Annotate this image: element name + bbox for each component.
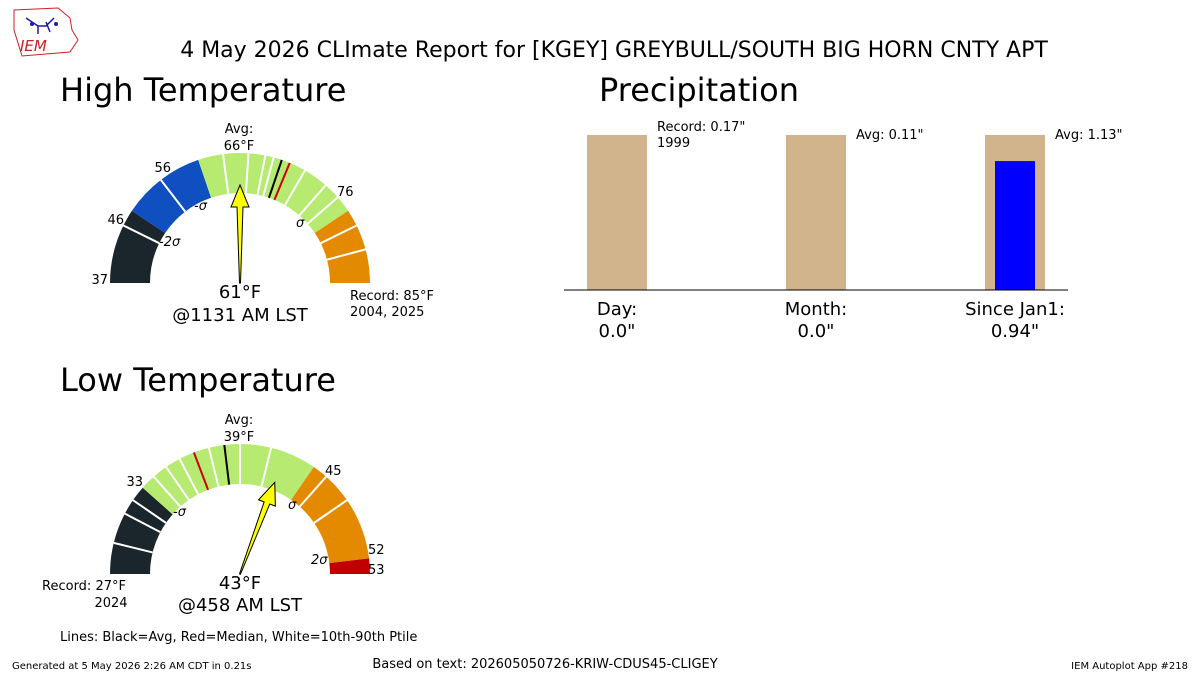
generated-timestamp: Generated at 5 May 2026 2:26 AM CDT in 0… [12, 661, 252, 672]
precip-average-bar [786, 135, 846, 290]
low-percentile-line [124, 512, 161, 534]
high-sigma-label: σ [296, 216, 305, 231]
lines-legend-note: Lines: Black=Avg, Red=Median, White=10th… [60, 630, 417, 645]
precip-category-label: Since Jan1: [965, 299, 1065, 320]
precip-category-value: 0.94" [991, 321, 1039, 342]
high-tick-label: 37 [91, 273, 108, 288]
precip-category-value: 0.0" [599, 321, 636, 342]
precip-annotation: 1999 [657, 136, 690, 151]
low-observed-value: 43°F [219, 573, 261, 594]
precip-category-label: Month: [785, 299, 847, 320]
low-percentile-line [260, 447, 273, 487]
low-gauge-band [329, 558, 370, 574]
source-text-id: Based on text: 202605050726-KRIW-CDUS45-… [372, 657, 717, 672]
low-percentile-line [153, 476, 182, 508]
high-record-label: Record: 85°F [350, 289, 434, 304]
high-sigma-label: -σ [194, 199, 208, 214]
high-percentile-line [160, 179, 187, 213]
low-sigma-label: -σ [173, 505, 187, 520]
low-needle-arrow [238, 481, 276, 575]
low-median-line [192, 452, 210, 491]
low-average-line [223, 444, 231, 485]
high-gauge-band [131, 159, 212, 233]
high-percentile-line [284, 169, 306, 206]
high-percentile-line [244, 153, 250, 194]
report-title: 4 May 2026 CLImate Report for [KGEY] GRE… [180, 38, 1048, 63]
low-percentile-line [178, 458, 200, 495]
low-sigma-label: σ [288, 498, 297, 513]
low-percentile-line [165, 466, 190, 501]
low-percentile-line [113, 541, 153, 554]
precipitation-bar-chart: Record: 0.17" 1999 Avg: 0.11" Avg: 1.13"… [564, 120, 1123, 342]
high-average-line [267, 159, 283, 199]
high-observed-time: @1131 AM LST [172, 305, 309, 326]
high-avg-value: 66°F [224, 139, 255, 154]
high-gauge-band [110, 210, 166, 283]
low-percentile-line [132, 499, 167, 524]
low-temperature-heading: Low Temperature [60, 361, 336, 399]
autoplot-app-id: IEM Autoplot App #218 [1071, 661, 1188, 672]
high-percentile-line [307, 196, 339, 225]
high-percentile-line [122, 224, 160, 245]
high-record-years: 2004, 2025 [350, 305, 424, 320]
high-percentile-line [222, 153, 230, 194]
high-percentile-line [262, 157, 275, 197]
high-sigma-label: -2σ [159, 235, 181, 250]
low-sigma-label: 2σ [311, 553, 328, 568]
precip-category-value: 0.0" [798, 321, 835, 342]
low-percentile-line [207, 447, 220, 487]
high-median-line [273, 162, 291, 201]
low-tick-label: 52 [368, 543, 385, 558]
high-temperature-heading: High Temperature [60, 71, 346, 109]
high-gauge-band [198, 152, 349, 233]
high-tick-label: 76 [337, 185, 354, 200]
high-tick-label: 56 [154, 161, 171, 176]
high-observed-value: 61°F [219, 282, 261, 303]
low-percentile-line [298, 476, 327, 508]
iem-logo: IEM [13, 7, 79, 57]
low-record-label: Record: 27°F [42, 579, 126, 594]
low-avg-label: Avg: [225, 413, 253, 428]
low-observed-time: @458 AM LST [178, 595, 303, 616]
low-tick-label: 33 [126, 475, 143, 490]
low-avg-value: 39°F [224, 430, 255, 445]
low-gauge-band [291, 467, 370, 564]
low-percentile-line [313, 499, 348, 524]
precip-annotation: Avg: 1.13" [1055, 128, 1123, 143]
high-percentile-line [298, 184, 327, 216]
logo-text: IEM [20, 37, 47, 55]
precip-annotation: Record: 0.17" [657, 120, 745, 135]
precip-annotation: Avg: 0.11" [856, 128, 924, 143]
high-avg-label: Avg: [225, 122, 253, 137]
high-percentile-line [256, 155, 267, 195]
high-tick-label: 46 [107, 213, 124, 228]
low-tick-label: 53 [368, 563, 385, 578]
low-gauge-band [110, 487, 173, 574]
precip-average-bar [587, 135, 647, 290]
low-tick-label: 45 [325, 464, 342, 479]
high-needle-arrow [230, 183, 250, 284]
low-record-years: 2024 [94, 596, 127, 611]
precip-category-label: Day: [597, 299, 637, 320]
precipitation-heading: Precipitation [599, 71, 799, 109]
high-temperature-gauge: Avg: 66°F 37 46 56 76 -2σ -σ σ 61°F @113… [91, 122, 434, 326]
high-gauge-band [314, 210, 370, 283]
high-percentile-line [320, 224, 358, 245]
low-temperature-gauge: Avg: 39°F 33 45 52 53 -σ σ 2σ 43°F @458 … [42, 413, 385, 616]
precip-observed-bar [995, 161, 1035, 290]
high-percentile-line [326, 248, 366, 261]
